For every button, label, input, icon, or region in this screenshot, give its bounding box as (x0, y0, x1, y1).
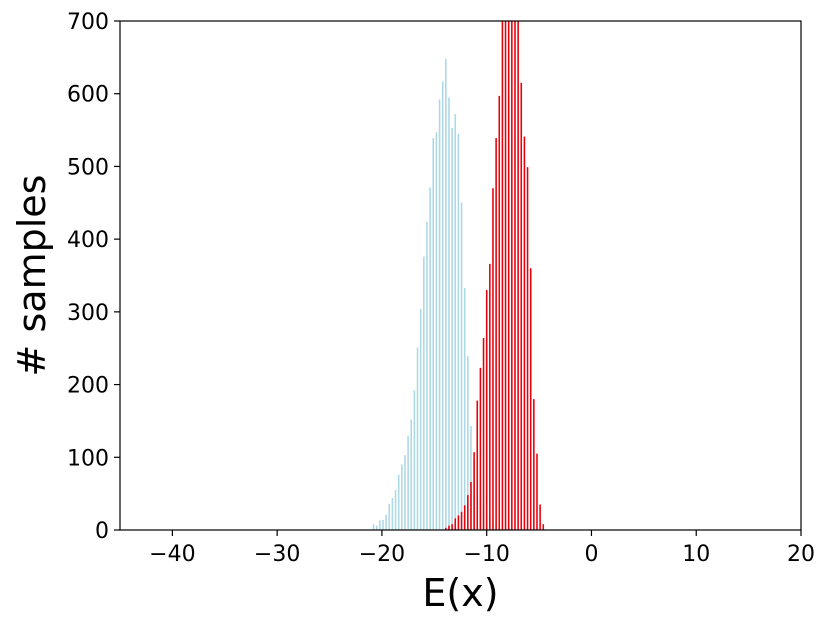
bar (536, 453, 538, 530)
bar (495, 138, 497, 530)
bar (397, 474, 400, 530)
bar (539, 504, 541, 530)
bar (533, 399, 535, 530)
bar (404, 455, 406, 530)
x-axis-title: E(x) (422, 571, 498, 615)
bar (489, 263, 491, 530)
bar (542, 524, 545, 530)
bar (419, 308, 422, 530)
bar (523, 136, 526, 530)
bar (498, 95, 501, 530)
x-tick-label: 0 (584, 542, 598, 567)
bar (432, 138, 435, 530)
y-tick-label: 700 (67, 10, 109, 35)
x-tick-label: −40 (149, 542, 195, 567)
bar (451, 524, 453, 530)
x-tick-label: −30 (254, 542, 300, 567)
bar (388, 503, 391, 530)
bar (445, 58, 447, 530)
bar (426, 221, 428, 530)
bar (401, 464, 403, 530)
bar (479, 367, 482, 530)
bar (385, 514, 387, 530)
x-tick-label: 20 (787, 542, 815, 567)
bar (473, 452, 475, 530)
bar (526, 167, 529, 530)
bar (463, 505, 466, 530)
y-tick-label: 600 (67, 83, 109, 108)
bar (529, 268, 532, 530)
bar (435, 132, 438, 530)
bar (445, 527, 447, 530)
x-tick-label: −10 (463, 542, 509, 567)
y-tick-label: 100 (67, 446, 109, 471)
bar (476, 400, 479, 530)
bar (470, 426, 472, 530)
y-tick-label: 400 (67, 228, 109, 253)
bar (463, 287, 466, 530)
bar (454, 114, 457, 530)
bar (438, 99, 441, 530)
bar (382, 519, 384, 530)
x-tick-label: −20 (359, 542, 405, 567)
y-axis-title: # samples (10, 175, 54, 377)
bar (520, 82, 523, 530)
plot-frame (119, 20, 802, 531)
y-tick-label: 300 (67, 301, 109, 326)
bar (507, 21, 510, 530)
bar (467, 356, 469, 530)
x-tick-label: 10 (682, 542, 710, 567)
x-axis: −40 −30 −20 −10 0 10 20 (149, 530, 815, 567)
bar (492, 188, 494, 530)
bar (413, 390, 416, 530)
bar (460, 511, 463, 530)
bar (504, 21, 507, 530)
bar (375, 525, 378, 530)
bar (441, 81, 444, 530)
y-tick-label: 500 (67, 155, 109, 180)
y-tick-label: 200 (67, 374, 109, 399)
bar (514, 21, 516, 530)
series-red-bars (445, 21, 545, 530)
bar (407, 436, 409, 530)
bar (391, 498, 394, 530)
bar (410, 419, 413, 530)
bar (379, 520, 381, 530)
bar (485, 290, 488, 530)
bar (501, 21, 504, 530)
bar (511, 21, 513, 530)
bar (448, 97, 450, 530)
bar (454, 518, 457, 530)
bar (423, 256, 425, 530)
plot-area-background (120, 21, 801, 530)
bar (457, 515, 460, 530)
bar (416, 347, 419, 530)
bar (467, 495, 469, 530)
bar (482, 338, 485, 530)
bar (451, 127, 453, 530)
bar (394, 490, 397, 530)
y-tick-label: 0 (95, 519, 109, 544)
bar (429, 187, 431, 530)
bar (372, 524, 375, 530)
bar (460, 202, 463, 530)
y-axis: 0 100 200 300 400 500 600 700 (67, 10, 120, 544)
bar (457, 133, 460, 530)
bar (517, 21, 519, 530)
bar (470, 482, 472, 530)
bar (448, 525, 450, 530)
